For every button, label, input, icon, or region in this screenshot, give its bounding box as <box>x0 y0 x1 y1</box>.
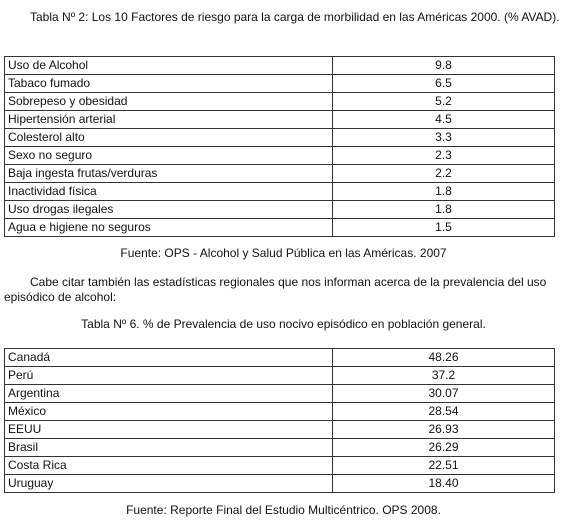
label-cell: EEUU <box>4 420 333 439</box>
prevalence-table: Canadá 48.26 Perú 37.2 Argentina 30.07 México 2… <box>4 348 555 493</box>
risk-table: Uso de Alcohol 9.8 Tabaco fumado 6.5 Sobrepe… <box>4 56 555 237</box>
table-row: Hipertensión arterial 4.5 <box>4 110 555 129</box>
table-row: Agua e higiene no seguros 1.5 <box>4 218 555 237</box>
table-source: Fuente: Reporte Final del Estudio Multic… <box>126 503 441 517</box>
value-cell: 2.2 <box>332 164 555 183</box>
value-cell: 1.8 <box>332 200 555 219</box>
table-row: Colesterol alto 3.3 <box>4 128 555 147</box>
table-row: Costa Rica 22.51 <box>4 456 555 475</box>
value-cell: 18.40 <box>332 474 555 493</box>
label-cell: Perú <box>4 366 333 385</box>
value-cell: 5.2 <box>332 92 555 111</box>
table-row: EEUU 26.93 <box>4 420 555 439</box>
table-row: Uso de Alcohol 9.8 <box>4 56 555 75</box>
table-row: Tabaco fumado 6.5 <box>4 74 555 93</box>
value-cell: 48.26 <box>332 348 555 367</box>
table-source: Fuente: OPS - Alcohol y Salud Pública en… <box>120 246 447 260</box>
label-cell: Costa Rica <box>4 456 333 475</box>
paragraph: Cabe citar también las estadísticas regi… <box>4 275 547 304</box>
table-row: Baja ingesta frutas/verduras 2.2 <box>4 164 555 183</box>
value-cell: 6.5 <box>332 74 555 93</box>
label-cell: Sexo no seguro <box>4 146 333 165</box>
label-cell: Tabaco fumado <box>4 74 333 93</box>
label-cell: Canadá <box>4 348 333 367</box>
value-cell: 1.5 <box>332 218 555 237</box>
value-cell: 30.07 <box>332 384 555 403</box>
label-cell: Hipertensión arterial <box>4 110 333 129</box>
table-row: México 28.54 <box>4 402 555 421</box>
value-cell: 26.29 <box>332 438 555 457</box>
label-cell: Inactividad física <box>4 182 333 201</box>
table-row: Argentina 30.07 <box>4 384 555 403</box>
label-cell: Colesterol alto <box>4 128 333 147</box>
label-cell: Uso drogas ilegales <box>4 200 333 219</box>
label-cell: Baja ingesta frutas/verduras <box>4 164 333 183</box>
label-cell: Uruguay <box>4 474 333 493</box>
label-cell: Sobrepeso y obesidad <box>4 92 333 111</box>
table-title: Tabla Nº 2: Los 10 Factores de riesgo pa… <box>30 10 560 24</box>
value-cell: 9.8 <box>332 56 555 75</box>
table-row: Inactividad física 1.8 <box>4 182 555 201</box>
table-row: Sexo no seguro 2.3 <box>4 146 555 165</box>
value-cell: 2.3 <box>332 146 555 165</box>
table-title: Tabla Nº 6. % de Prevalencia de uso noci… <box>81 317 486 331</box>
value-cell: 4.5 <box>332 110 555 129</box>
table-row: Perú 37.2 <box>4 366 555 385</box>
value-cell: 22.51 <box>332 456 555 475</box>
value-cell: 28.54 <box>332 402 555 421</box>
value-cell: 3.3 <box>332 128 555 147</box>
label-cell: Brasil <box>4 438 333 457</box>
table-row: Uso drogas ilegales 1.8 <box>4 200 555 219</box>
label-cell: Argentina <box>4 384 333 403</box>
label-cell: Uso de Alcohol <box>4 56 333 75</box>
value-cell: 1.8 <box>332 182 555 201</box>
label-cell: México <box>4 402 333 421</box>
value-cell: 37.2 <box>332 366 555 385</box>
table-row: Canadá 48.26 <box>4 348 555 367</box>
value-cell: 26.93 <box>332 420 555 439</box>
label-cell: Agua e higiene no seguros <box>4 218 333 237</box>
table-row: Uruguay 18.40 <box>4 474 555 493</box>
table-row: Brasil 26.29 <box>4 438 555 457</box>
table-row: Sobrepeso y obesidad 5.2 <box>4 92 555 111</box>
